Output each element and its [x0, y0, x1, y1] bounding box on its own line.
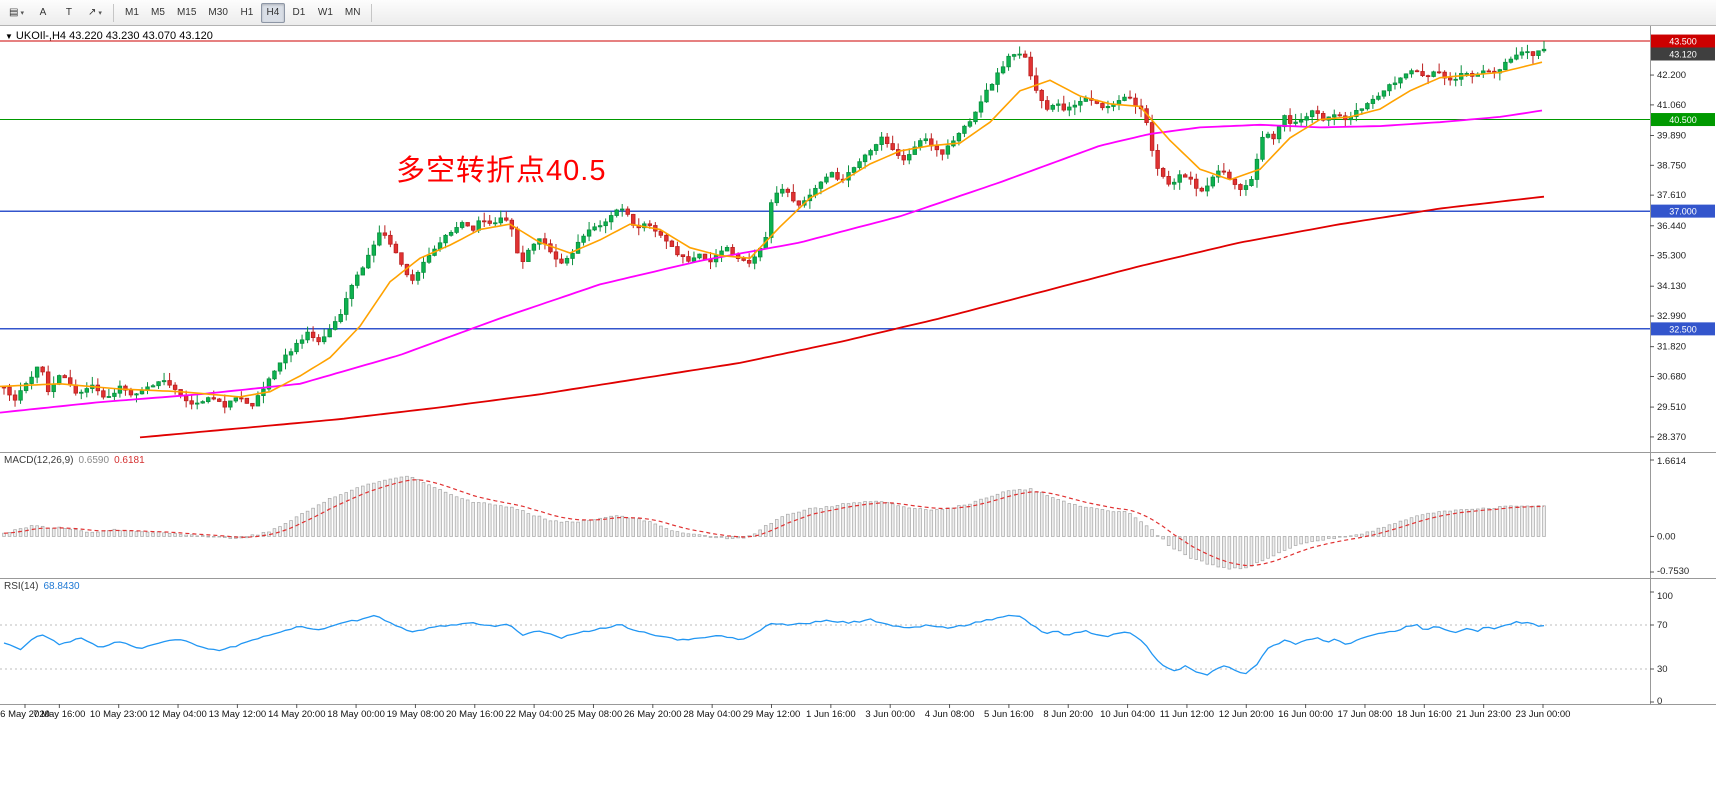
- macd-name: MACD(12,26,9): [4, 455, 74, 466]
- symbol-title: UKOIl-,H4: [15, 30, 67, 42]
- symbol-dropdown-icon[interactable]: ▼: [5, 32, 13, 41]
- svg-text:30.680: 30.680: [1657, 371, 1686, 382]
- svg-text:25 May 08:00: 25 May 08:00: [565, 709, 623, 720]
- svg-text:21 Jun 23:00: 21 Jun 23:00: [1456, 709, 1511, 720]
- toolbar: ▤ ▾ A T ↗ ▾ M1 M5 M15 M30 H1 H4 D1 W1 MN: [0, 0, 1716, 26]
- svg-text:5 Jun 16:00: 5 Jun 16:00: [984, 709, 1034, 720]
- timeframe-d1[interactable]: D1: [287, 3, 311, 23]
- ma-mid-line: [0, 109, 1543, 414]
- svg-text:18 Jun 16:00: 18 Jun 16:00: [1397, 709, 1452, 720]
- svg-text:11 Jun 12:00: 11 Jun 12:00: [1160, 709, 1214, 720]
- svg-text:29 May 12:00: 29 May 12:00: [743, 709, 801, 720]
- annotation-text[interactable]: 多空转折点40.5: [396, 155, 607, 187]
- svg-text:8 Jun 20:00: 8 Jun 20:00: [1043, 709, 1093, 720]
- macd-main-value: 0.6590: [78, 455, 110, 466]
- svg-text:1 Jun 16:00: 1 Jun 16:00: [806, 709, 856, 720]
- symbol-ohlc: 43.220 43.230 43.070 43.120: [69, 30, 213, 42]
- svg-text:7 May 16:00: 7 May 16:00: [33, 709, 85, 720]
- cursor-mode-icon[interactable]: A: [31, 3, 55, 23]
- ma-fast-line: [0, 61, 1543, 398]
- svg-text:22 May 04:00: 22 May 04:00: [505, 709, 563, 720]
- timeframe-w1[interactable]: W1: [313, 3, 338, 23]
- svg-text:70: 70: [1657, 620, 1668, 631]
- ma-slow-line: [139, 195, 1545, 439]
- svg-text:14 May 20:00: 14 May 20:00: [268, 709, 326, 720]
- svg-text:6 May 2020: 6 May 2020: [0, 709, 50, 720]
- candles-layer: [1, 41, 1547, 414]
- svg-text:23 Jun 00:00: 23 Jun 00:00: [1516, 709, 1571, 720]
- svg-text:34.130: 34.130: [1657, 281, 1686, 292]
- toolbar-icons: ▤ ▾ A T ↗ ▾: [3, 3, 108, 23]
- svg-text:13 May 12:00: 13 May 12:00: [209, 709, 267, 720]
- svg-text:31.820: 31.820: [1657, 342, 1686, 353]
- svg-text:43.120: 43.120: [1669, 49, 1697, 59]
- svg-text:20 May 16:00: 20 May 16:00: [446, 709, 504, 720]
- svg-text:28 May 04:00: 28 May 04:00: [683, 709, 741, 720]
- symbol-info: ▼ UKOIl-,H4 43.220 43.230 43.070 43.120: [5, 30, 213, 42]
- svg-text:30: 30: [1657, 664, 1668, 675]
- timeframe-m30[interactable]: M30: [203, 3, 232, 23]
- svg-text:37.000: 37.000: [1669, 207, 1697, 217]
- timeframe-h4[interactable]: H4: [260, 2, 285, 23]
- svg-text:40.500: 40.500: [1669, 115, 1697, 125]
- chart-shift-icon[interactable]: ▤ ▾: [4, 3, 29, 23]
- svg-text:1.6614: 1.6614: [1657, 456, 1686, 467]
- svg-text:0: 0: [1657, 696, 1662, 707]
- toolbar-separator: [371, 3, 373, 22]
- svg-text:4 Jun 08:00: 4 Jun 08:00: [925, 709, 975, 720]
- svg-text:32.990: 32.990: [1657, 311, 1686, 322]
- svg-text:35.300: 35.300: [1657, 251, 1686, 262]
- timeframe-m1[interactable]: M1: [120, 3, 144, 23]
- dropdown-caret-icon: ▾: [20, 9, 24, 17]
- timeframe-mn[interactable]: MN: [340, 3, 366, 23]
- macd-panel: [2, 475, 1546, 570]
- price-axis[interactable]: 42.200 41.060 39.890 38.750 37.610 36.440 35.3…: [1650, 70, 1686, 443]
- svg-text:42.200: 42.200: [1657, 70, 1686, 81]
- svg-text:26 May 20:00: 26 May 20:00: [624, 709, 682, 720]
- svg-text:0.00: 0.00: [1657, 531, 1676, 542]
- svg-text:19 May 08:00: 19 May 08:00: [387, 709, 445, 720]
- rsi-value: 68.8430: [43, 581, 80, 592]
- timeframe-m5[interactable]: M5: [146, 3, 170, 23]
- rsi-panel: [0, 614, 1650, 676]
- rsi-name: RSI(14): [4, 581, 39, 592]
- svg-text:38.750: 38.750: [1657, 160, 1686, 171]
- svg-text:36.440: 36.440: [1657, 221, 1686, 232]
- svg-text:43.500: 43.500: [1669, 37, 1697, 47]
- svg-text:29.510: 29.510: [1657, 402, 1686, 413]
- svg-text:100: 100: [1657, 591, 1673, 602]
- svg-text:39.890: 39.890: [1657, 131, 1686, 142]
- price-badges[interactable]: 43.500 40.500 37.000 32.500 43.120: [1651, 34, 1715, 336]
- macd-signal-value: 0.6181: [114, 455, 145, 466]
- svg-text:37.610: 37.610: [1657, 190, 1686, 201]
- timeframe-toolbar: M1 M5 M15 M30 H1 H4 D1 W1 MN: [119, 2, 366, 23]
- svg-text:16 Jun 00:00: 16 Jun 00:00: [1278, 709, 1333, 720]
- hlines-layer[interactable]: [0, 40, 1650, 330]
- svg-text:10 Jun 04:00: 10 Jun 04:00: [1100, 709, 1155, 720]
- panel-separators: [0, 26, 1716, 705]
- draw-tool-icon[interactable]: ↗ ▾: [83, 3, 107, 23]
- svg-text:12 May 04:00: 12 May 04:00: [149, 709, 207, 720]
- svg-text:10 May 23:00: 10 May 23:00: [90, 709, 148, 720]
- svg-text:18 May 00:00: 18 May 00:00: [327, 709, 385, 720]
- rsi-axis[interactable]: 100 70 30 0: [1650, 591, 1673, 707]
- svg-text:41.060: 41.060: [1657, 100, 1686, 111]
- timeframe-m15[interactable]: M15: [172, 3, 201, 23]
- svg-text:17 Jun 08:00: 17 Jun 08:00: [1337, 709, 1392, 720]
- svg-text:12 Jun 20:00: 12 Jun 20:00: [1219, 709, 1274, 720]
- svg-text:28.370: 28.370: [1657, 432, 1686, 443]
- rsi-indicator-label: RSI(14) 68.8430: [4, 581, 80, 592]
- toolbar-separator: [112, 3, 114, 22]
- timeframe-h1[interactable]: H1: [235, 3, 259, 23]
- svg-text:3 Jun 00:00: 3 Jun 00:00: [865, 709, 915, 720]
- svg-text:32.500: 32.500: [1669, 324, 1697, 334]
- macd-indicator-label: MACD(12,26,9) 0.6590 0.6181: [4, 455, 145, 466]
- dropdown-caret-icon: ▾: [98, 9, 102, 17]
- text-tool-icon[interactable]: T: [57, 3, 81, 23]
- svg-text:-0.7530: -0.7530: [1657, 566, 1689, 577]
- macd-axis[interactable]: 1.6614 0.00 -0.7530: [1650, 456, 1689, 577]
